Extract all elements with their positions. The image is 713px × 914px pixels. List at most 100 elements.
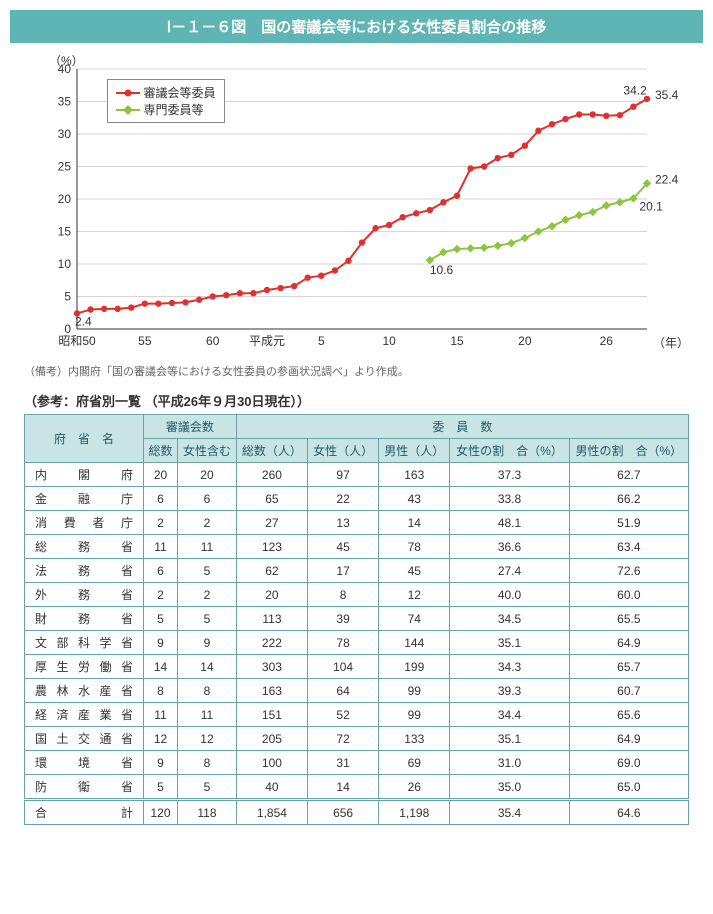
col-5: 女性の割 合（%） [450,439,569,463]
cell-value: 104 [308,655,379,679]
col-ministry: 府 省 名 [25,415,144,463]
cell-name: 金 融 庁 [25,487,144,511]
svg-text:10: 10 [382,334,396,348]
cell-value: 34.3 [450,655,569,679]
cell-total-value: 656 [308,800,379,825]
svg-text:5: 5 [317,334,324,348]
cell-value: 11 [178,703,237,727]
cell-value: 65.6 [569,703,688,727]
table-row: 法 務 省6562174527.472.6 [25,559,689,583]
svg-text:26: 26 [599,334,613,348]
cell-name: 文 部 科 学 省 [25,631,144,655]
cell-value: 163 [236,679,307,703]
col-4: 男性（人） [379,439,450,463]
cell-value: 60.0 [569,583,688,607]
cell-value: 2 [178,511,237,535]
cell-name: 農 林 水 産 省 [25,679,144,703]
cell-value: 39.3 [450,679,569,703]
cell-value: 45 [379,559,450,583]
cell-value: 14 [144,655,178,679]
cell-value: 6 [144,487,178,511]
cell-value: 66.2 [569,487,688,511]
cell-value: 31.0 [450,751,569,775]
table-row: 文 部 科 学 省992227814435.164.9 [25,631,689,655]
cell-value: 45 [308,535,379,559]
cell-value: 8 [178,679,237,703]
cell-value: 14 [308,775,379,800]
cell-value: 2 [144,511,178,535]
cell-value: 27 [236,511,307,535]
cell-name: 経 済 産 業 省 [25,703,144,727]
col-0: 総数 [144,439,178,463]
table-row: 外 務 省222081240.060.0 [25,583,689,607]
svg-text:10.6: 10.6 [429,263,453,277]
svg-text:（%）: （%） [49,54,84,68]
cell-value: 72 [308,727,379,751]
col-3: 女性（人） [308,439,379,463]
cell-name: 環 境 省 [25,751,144,775]
svg-text:60: 60 [206,334,220,348]
table-row: 内 閣 府20202609716337.362.7 [25,463,689,487]
cell-total-name: 合 計 [25,800,144,825]
cell-value: 35.0 [450,775,569,800]
cell-value: 36.6 [450,535,569,559]
cell-value: 22 [308,487,379,511]
cell-total-value: 118 [178,800,237,825]
svg-text:30: 30 [57,127,71,141]
cell-name: 防 衛 省 [25,775,144,800]
svg-text:20: 20 [57,192,71,206]
table-row: 環 境 省98100316931.069.0 [25,751,689,775]
ministry-table: 府 省 名審議会数委 員 数総数女性含む総数（人）女性（人）男性（人）女性の割 … [24,414,689,825]
cell-name: 総 務 省 [25,535,144,559]
cell-value: 37.3 [450,463,569,487]
cell-value: 13 [308,511,379,535]
cell-value: 8 [308,583,379,607]
cell-value: 20 [144,463,178,487]
table-row: 財 務 省55113397434.565.5 [25,607,689,631]
cell-value: 78 [308,631,379,655]
cell-value: 35.1 [450,631,569,655]
table-row: 農 林 水 産 省88163649939.360.7 [25,679,689,703]
cell-value: 27.4 [450,559,569,583]
cell-value: 11 [144,703,178,727]
table-row: 経 済 産 業 省1111151529934.465.6 [25,703,689,727]
cell-value: 6 [178,487,237,511]
cell-value: 199 [379,655,450,679]
col-1: 女性含む [178,439,237,463]
cell-value: 78 [379,535,450,559]
svg-text:昭和50: 昭和50 [58,334,96,348]
cell-value: 12 [178,727,237,751]
legend-marker-red [116,92,140,94]
cell-name: 消 費 者 庁 [25,511,144,535]
cell-value: 72.6 [569,559,688,583]
cell-value: 34.4 [450,703,569,727]
cell-value: 64 [308,679,379,703]
svg-text:15: 15 [450,334,464,348]
cell-value: 14 [178,655,237,679]
cell-value: 65.0 [569,775,688,800]
cell-total-value: 120 [144,800,178,825]
svg-text:25: 25 [57,160,71,174]
cell-value: 34.5 [450,607,569,631]
cell-value: 113 [236,607,307,631]
cell-total-value: 1,198 [379,800,450,825]
cell-value: 9 [178,631,237,655]
col-6: 男性の割 合（%） [569,439,688,463]
svg-text:20: 20 [518,334,532,348]
cell-value: 5 [144,775,178,800]
cell-value: 11 [144,535,178,559]
cell-value: 9 [144,751,178,775]
svg-text:20.1: 20.1 [639,199,663,213]
table-row: 消 費 者 庁2227131448.151.9 [25,511,689,535]
cell-value: 35.1 [450,727,569,751]
cell-value: 26 [379,775,450,800]
cell-value: 43 [379,487,450,511]
cell-value: 303 [236,655,307,679]
cell-value: 5 [144,607,178,631]
table-row: 国 土 交 通 省12122057213335.164.9 [25,727,689,751]
cell-total-value: 64.6 [569,800,688,825]
cell-value: 99 [379,679,450,703]
table-row: 総 務 省1111123457836.663.4 [25,535,689,559]
svg-text:2.4: 2.4 [75,314,92,328]
svg-text:15: 15 [57,225,71,239]
